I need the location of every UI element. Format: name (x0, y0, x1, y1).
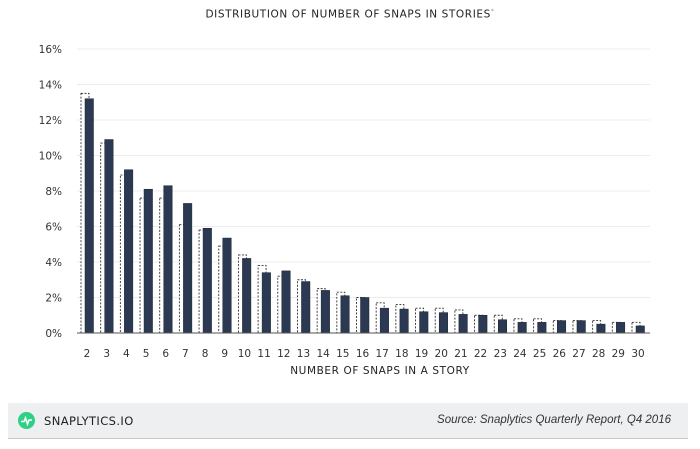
x-tick-label: 9 (221, 348, 228, 360)
bar-solid (419, 311, 429, 334)
bar-solid (261, 272, 271, 334)
x-tick-label: 12 (277, 348, 290, 360)
x-tick-label: 25 (533, 348, 546, 360)
bar-solid (458, 314, 468, 334)
bar-solid (84, 98, 94, 334)
bar-solid (399, 308, 409, 334)
x-tick-label: 17 (375, 348, 388, 360)
bar-solid (616, 322, 626, 334)
bar-solid (438, 312, 448, 334)
y-tick-label: 6% (45, 222, 62, 234)
bar-solid (183, 203, 193, 334)
x-tick-label: 30 (631, 348, 644, 360)
bar-solid (478, 315, 488, 334)
brand-name[interactable]: SNAPLYTICS.IO (44, 414, 134, 428)
chart-title: DISTRIBUTION OF NUMBER OF SNAPS IN STORI… (0, 8, 700, 21)
bar-solid (557, 320, 567, 334)
x-tick-label: 11 (257, 348, 270, 360)
x-tick-label: 2 (84, 348, 91, 360)
bar-solid (281, 270, 291, 334)
bar-solid (143, 188, 153, 334)
x-tick-label: 26 (553, 348, 567, 360)
x-tick-label: 20 (435, 348, 448, 360)
x-tick-label: 4 (123, 348, 130, 360)
x-tick-label: 15 (336, 348, 349, 360)
x-tick-label: 10 (238, 348, 251, 360)
bar-solid (537, 322, 547, 334)
x-tick-label: 8 (202, 348, 209, 360)
source-note: Source: Snaplytics Quarterly Report, Q4 … (437, 414, 671, 426)
x-tick-label: 3 (103, 348, 110, 360)
x-tick-label: 16 (356, 348, 370, 360)
y-tick-label: 12% (39, 115, 62, 127)
bar-solid (124, 169, 134, 334)
bar-solid (202, 228, 212, 334)
x-tick-label: 21 (454, 348, 467, 360)
bar-chart: 0% 2% 4% 6% 8% 10% 12% 14% 16% 2 3 4 5 6 7 8 9 10 11 12 13 14… (39, 44, 650, 360)
y-tick-label: 10% (39, 151, 62, 163)
bar-solid (301, 281, 311, 334)
chart-title-text: DISTRIBUTION OF NUMBER OF SNAPS IN STORI… (205, 8, 491, 21)
bar-solid (498, 319, 507, 334)
x-tick-label: 7 (182, 348, 189, 360)
y-tick-label: 16% (39, 44, 62, 56)
x-tick-label: 24 (513, 348, 527, 360)
x-tick-label: 23 (494, 348, 507, 360)
x-tick-label: 22 (474, 348, 487, 360)
y-tick-label: 4% (45, 257, 62, 269)
bar-solid (517, 322, 527, 334)
y-tick-label: 0% (45, 328, 62, 340)
pulse-icon (18, 412, 35, 429)
bar-solid (596, 323, 606, 334)
bar-solid (104, 139, 114, 334)
bar-solid (320, 290, 330, 334)
x-tick-label: 29 (612, 348, 625, 360)
y-tick-label: 14% (39, 80, 62, 92)
x-tick-label: 27 (572, 348, 585, 360)
bar-solid (163, 185, 173, 334)
bar-solid (360, 297, 370, 334)
bar-solid (222, 237, 232, 334)
bar-solid (379, 307, 389, 334)
bar-solid (635, 325, 645, 334)
title-footnote-mark: * (490, 8, 495, 15)
y-tick-label: 8% (45, 186, 62, 198)
x-tick-label: 13 (297, 348, 310, 360)
y-tick-label: 2% (45, 293, 62, 305)
x-tick-label: 18 (395, 348, 408, 360)
bar-solid (242, 258, 252, 334)
x-tick-label: 5 (143, 348, 150, 360)
bar-solid (340, 295, 350, 334)
x-tick-label: 14 (316, 348, 330, 360)
bar-solid (576, 320, 586, 334)
x-tick-label: 28 (592, 348, 605, 360)
x-axis-label: NUMBER OF SNAPS IN A STORY (290, 365, 470, 377)
x-tick-label: 6 (162, 348, 169, 360)
footer-bar: SNAPLYTICS.IO Source: Snaplytics Quarter… (8, 403, 688, 439)
x-tick-label: 19 (415, 348, 428, 360)
